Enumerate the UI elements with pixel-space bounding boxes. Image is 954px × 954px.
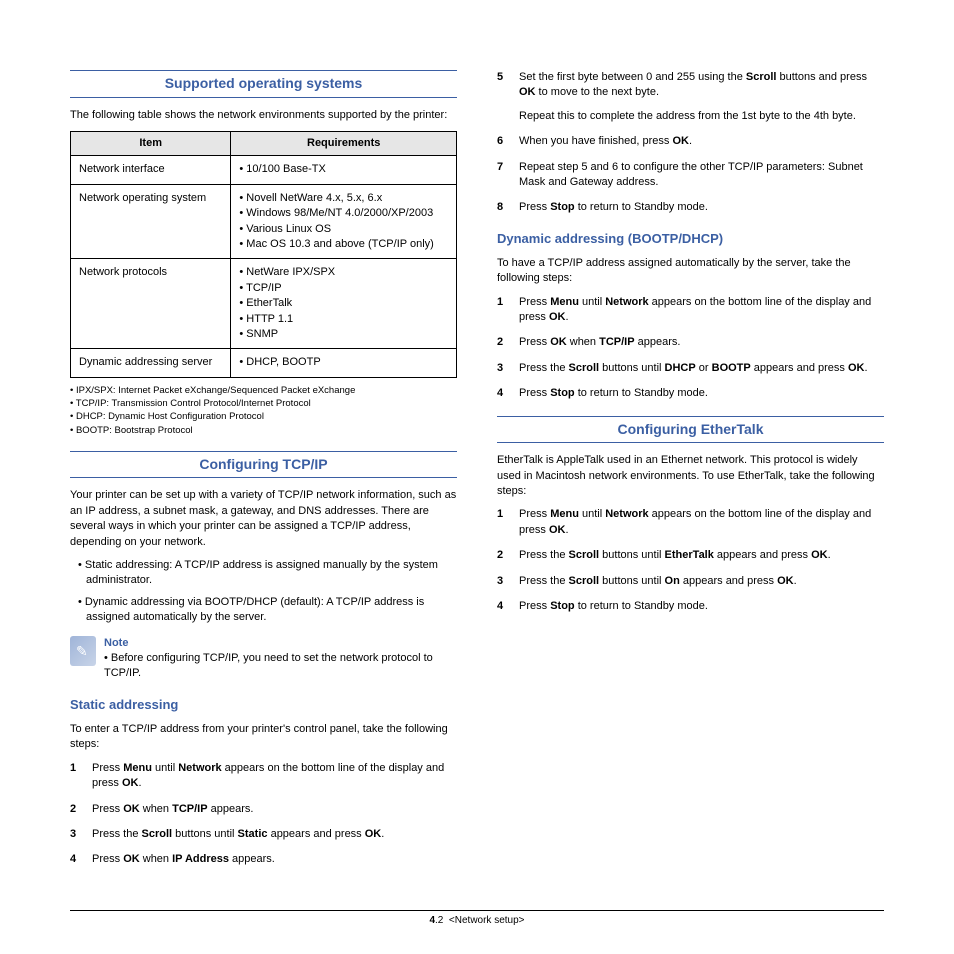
footer-label: <Network setup> bbox=[449, 915, 525, 926]
step-text: Press the Scroll buttons until Static ap… bbox=[92, 827, 457, 842]
table-cell: DHCP, BOOTP bbox=[231, 349, 457, 377]
footer-page: .2 bbox=[435, 915, 443, 926]
table-cell: Network operating system bbox=[71, 184, 231, 259]
step-text: Press Stop to return to Standby mode. bbox=[519, 200, 884, 215]
table-header-requirements: Requirements bbox=[231, 131, 457, 155]
note-text: Before configuring TCP/IP, you need to s… bbox=[104, 651, 457, 682]
table-cell: Network interface bbox=[71, 156, 231, 184]
step-text: Press OK when TCP/IP appears. bbox=[92, 802, 457, 817]
step-text: Press Stop to return to Standby mode. bbox=[519, 599, 884, 614]
page-footer: 4.2 <Network setup> bbox=[70, 910, 884, 928]
requirements-table: Item Requirements Network interface 10/1… bbox=[70, 131, 457, 378]
step-text: Repeat step 5 and 6 to configure the oth… bbox=[519, 160, 884, 191]
ethertalk-steps: Press Menu until Network appears on the … bbox=[497, 507, 884, 614]
right-column: Set the first byte between 0 and 255 usi… bbox=[497, 70, 884, 878]
note-title: Note bbox=[104, 636, 457, 651]
ethertalk-intro: EtherTalk is AppleTalk used in an Ethern… bbox=[497, 453, 884, 499]
table-cell: 10/100 Base-TX bbox=[231, 156, 457, 184]
tcpip-bullets: Static addressing: A TCP/IP address is a… bbox=[70, 558, 457, 626]
step-text: Press OK when IP Address appears. bbox=[92, 852, 457, 867]
step-text: Press Menu until Network appears on the … bbox=[519, 507, 884, 538]
subheading-static: Static addressing bbox=[70, 696, 457, 714]
step-text: When you have finished, press OK. bbox=[519, 134, 884, 149]
step-text: Press Stop to return to Standby mode. bbox=[519, 386, 884, 401]
table-cell: Dynamic addressing server bbox=[71, 349, 231, 377]
table-header-item: Item bbox=[71, 131, 231, 155]
left-column: Supported operating systems The followin… bbox=[70, 70, 457, 878]
intro-supported-os: The following table shows the network en… bbox=[70, 108, 457, 123]
static-steps-continued: Set the first byte between 0 and 255 usi… bbox=[497, 70, 884, 216]
table-cell: Novell NetWare 4.x, 5.x, 6.x Windows 98/… bbox=[231, 184, 457, 259]
step-text: Press the Scroll buttons until EtherTalk… bbox=[519, 548, 884, 563]
table-footnotes: IPX/SPX: Internet Packet eXchange/Sequen… bbox=[70, 384, 457, 437]
intro-tcpip: Your printer can be set up with a variet… bbox=[70, 488, 457, 550]
step-text: Set the first byte between 0 and 255 usi… bbox=[519, 70, 884, 124]
table-cell: Network protocols bbox=[71, 259, 231, 349]
step-text: Press the Scroll buttons until DHCP or B… bbox=[519, 361, 884, 376]
static-steps: Press Menu until Network appears on the … bbox=[70, 761, 457, 868]
note-icon bbox=[70, 636, 96, 666]
step-text: Press OK when TCP/IP appears. bbox=[519, 335, 884, 350]
note-box: Note Before configuring TCP/IP, you need… bbox=[70, 636, 457, 682]
step-text: Press the Scroll buttons until On appear… bbox=[519, 574, 884, 589]
dynamic-intro: To have a TCP/IP address assigned automa… bbox=[497, 256, 884, 287]
subheading-dynamic: Dynamic addressing (BOOTP/DHCP) bbox=[497, 230, 884, 248]
dynamic-steps: Press Menu until Network appears on the … bbox=[497, 295, 884, 402]
heading-configuring-tcpip: Configuring TCP/IP bbox=[70, 451, 457, 479]
static-intro: To enter a TCP/IP address from your prin… bbox=[70, 722, 457, 753]
step-text: Press Menu until Network appears on the … bbox=[92, 761, 457, 792]
step-text: Press Menu until Network appears on the … bbox=[519, 295, 884, 326]
table-cell: NetWare IPX/SPX TCP/IP EtherTalk HTTP 1.… bbox=[231, 259, 457, 349]
heading-ethertalk: Configuring EtherTalk bbox=[497, 416, 884, 444]
heading-supported-os: Supported operating systems bbox=[70, 70, 457, 98]
